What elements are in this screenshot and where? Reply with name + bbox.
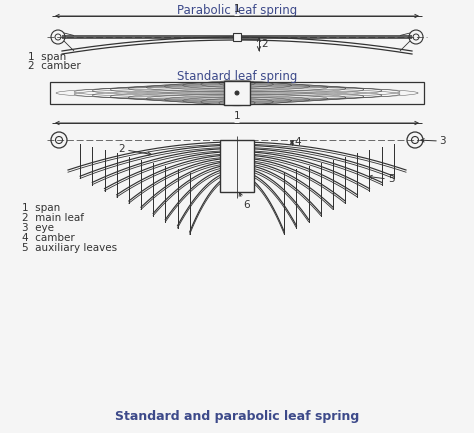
Text: 2: 2 bbox=[261, 39, 268, 49]
Text: 1  span: 1 span bbox=[22, 203, 60, 213]
Text: 2  camber: 2 camber bbox=[28, 61, 81, 71]
Text: 3: 3 bbox=[439, 136, 446, 146]
Text: 4  camber: 4 camber bbox=[22, 233, 75, 243]
Text: 1: 1 bbox=[234, 111, 240, 121]
Bar bbox=[233, 33, 241, 41]
Text: 5: 5 bbox=[388, 174, 395, 184]
Text: Standard and parabolic leaf spring: Standard and parabolic leaf spring bbox=[115, 410, 359, 423]
Text: 5  auxiliary leaves: 5 auxiliary leaves bbox=[22, 243, 117, 253]
Text: Parabolic leaf spring: Parabolic leaf spring bbox=[177, 4, 297, 17]
Text: 2: 2 bbox=[118, 144, 125, 154]
Bar bbox=[224, 81, 250, 105]
Text: 1  span: 1 span bbox=[28, 52, 66, 62]
Bar bbox=[220, 140, 254, 192]
Text: 2  main leaf: 2 main leaf bbox=[22, 213, 84, 223]
Text: Standard leaf spring: Standard leaf spring bbox=[177, 70, 297, 83]
Circle shape bbox=[235, 91, 239, 95]
Text: 3  eye: 3 eye bbox=[22, 223, 54, 233]
Text: 4: 4 bbox=[294, 138, 301, 148]
Text: 6: 6 bbox=[243, 200, 250, 210]
Text: 1: 1 bbox=[234, 4, 240, 14]
Bar bbox=[50, 82, 424, 104]
